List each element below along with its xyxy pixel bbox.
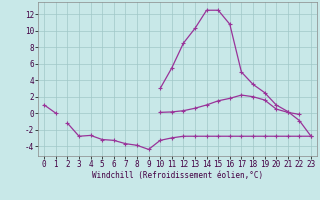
X-axis label: Windchill (Refroidissement éolien,°C): Windchill (Refroidissement éolien,°C)	[92, 171, 263, 180]
